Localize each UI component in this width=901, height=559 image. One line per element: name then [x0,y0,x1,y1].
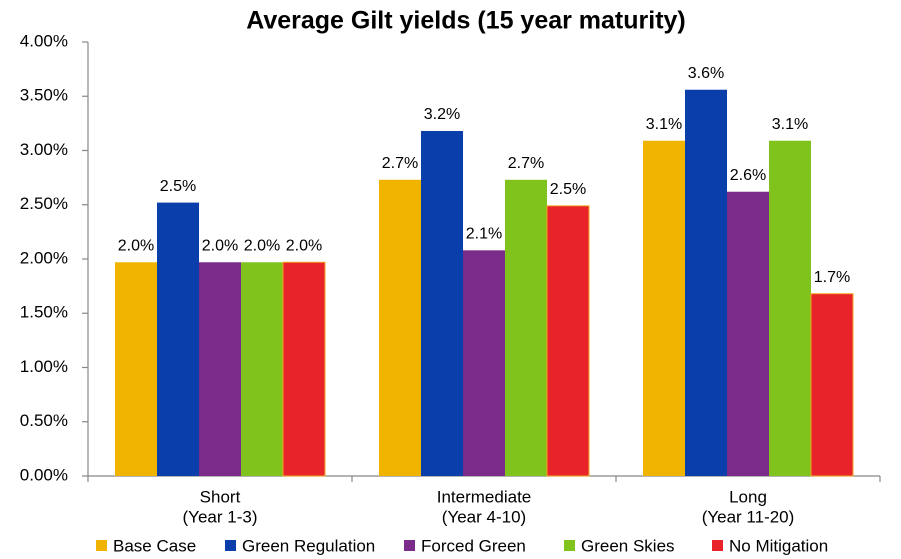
y-tick-label: 2.50% [20,194,68,213]
y-tick-label: 3.00% [20,140,68,159]
x-tick-label: (Year 1-3) [183,507,258,526]
data-label: 3.6% [688,65,724,82]
data-label: 2.7% [382,155,418,172]
legend-swatch [96,540,107,551]
bar [282,261,326,477]
data-label: 2.7% [508,155,544,172]
data-label: 3.2% [424,106,460,123]
legend-label: Base Case [113,536,196,555]
data-label: 2.5% [550,181,586,198]
bar [379,179,421,477]
bar [157,202,199,476]
bar [810,293,854,477]
bar [421,130,463,476]
bar [241,262,283,476]
data-label: 3.1% [772,116,808,133]
legend-label: Forced Green [421,536,526,555]
bar [727,191,769,477]
bar [505,179,547,477]
y-tick-label: 1.00% [20,357,68,376]
bar [685,89,727,477]
bar [643,140,685,477]
y-tick-label: 0.50% [20,411,68,430]
bar [115,262,157,476]
legend-swatch [404,540,415,551]
y-tick-label: 3.50% [20,86,68,105]
bar [769,140,811,477]
legend-swatch [225,540,236,551]
legend-label: Green Skies [581,536,675,555]
data-label: 2.0% [286,237,322,254]
y-tick-label: 0.00% [20,465,68,484]
data-label: 2.5% [160,178,196,195]
bar [199,262,241,476]
x-tick-label: Short [200,487,241,506]
x-tick-label: Intermediate [437,487,532,506]
legend-swatch [564,540,575,551]
data-label: 2.0% [202,237,238,254]
data-label: 2.6% [730,167,766,184]
data-label: 1.7% [814,269,850,286]
y-tick-label: 2.00% [20,248,68,267]
data-label: 3.1% [646,116,682,133]
x-tick-label: (Year 11-20) [702,507,795,526]
x-tick-label: (Year 4-10) [442,507,526,526]
data-label: 2.0% [118,237,154,254]
y-tick-label: 4.00% [20,31,68,50]
legend-label: No Mitigation [729,536,828,555]
bar [463,250,505,476]
legend-label: Green Regulation [242,536,375,555]
y-tick-label: 1.50% [20,303,68,322]
bar [546,205,590,477]
data-label: 2.1% [466,226,502,243]
legend-swatch [712,540,723,551]
data-label: 2.0% [244,237,280,254]
chart-title: Average Gilt yields (15 year maturity) [246,7,686,35]
x-tick-label: Long [729,487,767,506]
